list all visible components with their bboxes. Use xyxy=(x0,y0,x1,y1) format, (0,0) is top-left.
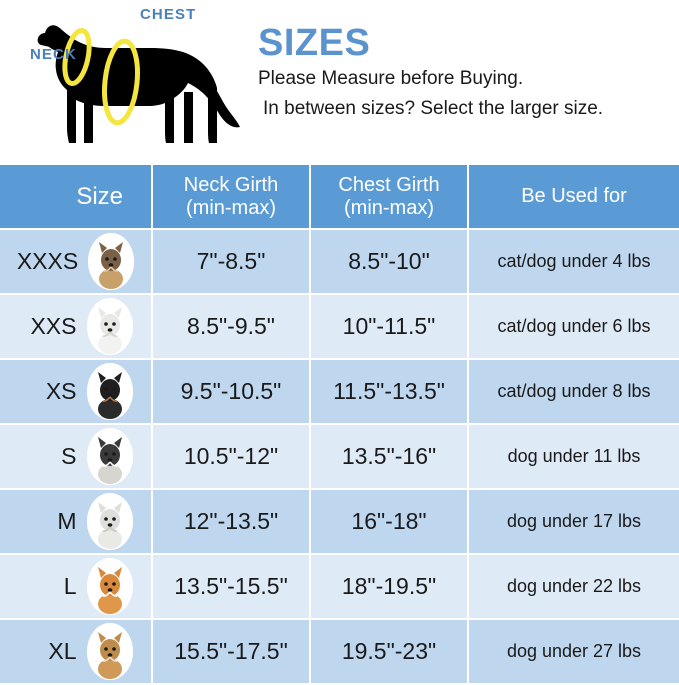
cell-size: XS xyxy=(0,359,153,425)
size-label: M xyxy=(57,508,77,534)
boston-terrier-photo-icon xyxy=(86,428,133,485)
cell-size: M xyxy=(0,489,153,555)
size-chart-table: Size Neck Girth (min-max) Chest Girth (m… xyxy=(0,165,679,685)
column-header-chest-girth: Chest Girth (min-max) xyxy=(310,165,469,230)
column-header-chest-girth-line2: (min-max) xyxy=(344,196,434,219)
cell-neck-girth: 9.5"-10.5" xyxy=(152,359,311,425)
cell-chest-girth: 13.5"-16" xyxy=(310,424,469,490)
table-row: XXXS 7"-8.5" 8.5"-10" cat/dog under 4 lbs xyxy=(0,229,679,295)
cell-be-used-for: dog under 17 lbs xyxy=(468,489,679,555)
size-label: XXS xyxy=(30,313,77,339)
cell-size: XXS xyxy=(0,294,153,360)
black-tan-chihuahua-photo-icon xyxy=(86,363,133,420)
cell-neck-girth: 13.5"-15.5" xyxy=(152,554,311,620)
table-row: M 12"-13.5" 16"-18" dog under 17 lbs xyxy=(0,489,679,555)
cell-neck-girth: 12"-13.5" xyxy=(152,489,311,555)
corgi-photo-icon xyxy=(86,558,133,615)
page-title: SIZES xyxy=(258,22,371,64)
table-header: Size Neck Girth (min-max) Chest Girth (m… xyxy=(0,165,679,230)
cell-chest-girth: 8.5"-10" xyxy=(310,229,469,295)
column-header-neck-girth-line2: (min-max) xyxy=(186,196,276,219)
cell-neck-girth: 15.5"-17.5" xyxy=(152,619,311,685)
table-row: S 10.5"-12" 13.5"-16" dog under 11 lbs xyxy=(0,424,679,490)
cell-size: XXXS xyxy=(0,229,153,295)
shiba-inu-photo-icon xyxy=(86,623,133,680)
size-label: XXXS xyxy=(16,248,79,274)
hero-banner: NECK CHEST SIZES Please Measure before B… xyxy=(0,0,679,165)
yorkshire-terrier-photo-icon xyxy=(88,233,135,290)
cell-size: L xyxy=(0,554,153,620)
column-header-be-used-for: Be Used for xyxy=(468,165,679,230)
subtitle-line-2: In between sizes? Select the larger size… xyxy=(263,98,604,119)
table-header-row: Size Neck Girth (min-max) Chest Girth (m… xyxy=(0,165,679,230)
size-label: L xyxy=(63,573,77,599)
cell-chest-girth: 16"-18" xyxy=(310,489,469,555)
size-label: XL xyxy=(48,638,77,664)
cell-be-used-for: dog under 11 lbs xyxy=(468,424,679,490)
table-body: XXXS 7"-8.5" 8.5"-10" cat/dog under 4 lbs XX… xyxy=(0,229,679,685)
cell-chest-girth: 10"-11.5" xyxy=(310,294,469,360)
chest-measure-loop-icon xyxy=(102,38,140,126)
column-header-chest-girth-line1: Chest Girth xyxy=(338,173,440,196)
cell-be-used-for: dog under 22 lbs xyxy=(468,554,679,620)
cell-chest-girth: 11.5"-13.5" xyxy=(310,359,469,425)
title-block: SIZES Please Measure before Buying. In b… xyxy=(258,22,678,124)
subtitle-line-1: Please Measure before Buying. xyxy=(258,68,524,89)
neck-measure-loop-icon xyxy=(62,27,92,87)
table-row: XXS 8.5"-9.5" 10"-11.5" cat/dog under 6 lbs xyxy=(0,294,679,360)
size-label: S xyxy=(61,443,77,469)
cell-neck-girth: 8.5"-9.5" xyxy=(152,294,311,360)
cell-be-used-for: cat/dog under 4 lbs xyxy=(468,229,679,295)
size-label: XS xyxy=(45,378,77,404)
dog-silhouette-icon xyxy=(18,0,258,165)
cell-chest-girth: 19.5"-23" xyxy=(310,619,469,685)
bichon-frise-photo-icon xyxy=(86,493,133,550)
cell-neck-girth: 7"-8.5" xyxy=(152,229,311,295)
table-row: L 13.5"-15.5" 18"-19.5" dog under 22 lbs xyxy=(0,554,679,620)
column-header-neck-girth-line1: Neck Girth xyxy=(183,173,279,196)
chest-label: CHEST xyxy=(140,6,197,23)
cell-be-used-for: cat/dog under 6 lbs xyxy=(468,294,679,360)
cell-size: S xyxy=(0,424,153,490)
table-row: XS 9.5"-10.5" 11.5"-13.5" cat/dog under 8 l… xyxy=(0,359,679,425)
white-pomeranian-photo-icon xyxy=(86,298,133,355)
neck-label: NECK xyxy=(30,46,77,63)
table-row: XL 15.5"-17.5" 19.5"-23" dog under 27 lbs xyxy=(0,619,679,685)
cell-neck-girth: 10.5"-12" xyxy=(152,424,311,490)
cell-chest-girth: 18"-19.5" xyxy=(310,554,469,620)
cell-size: XL xyxy=(0,619,153,685)
cell-be-used-for: dog under 27 lbs xyxy=(468,619,679,685)
cell-be-used-for: cat/dog under 8 lbs xyxy=(468,359,679,425)
column-header-size: Size xyxy=(0,165,153,230)
column-header-neck-girth: Neck Girth (min-max) xyxy=(152,165,311,230)
